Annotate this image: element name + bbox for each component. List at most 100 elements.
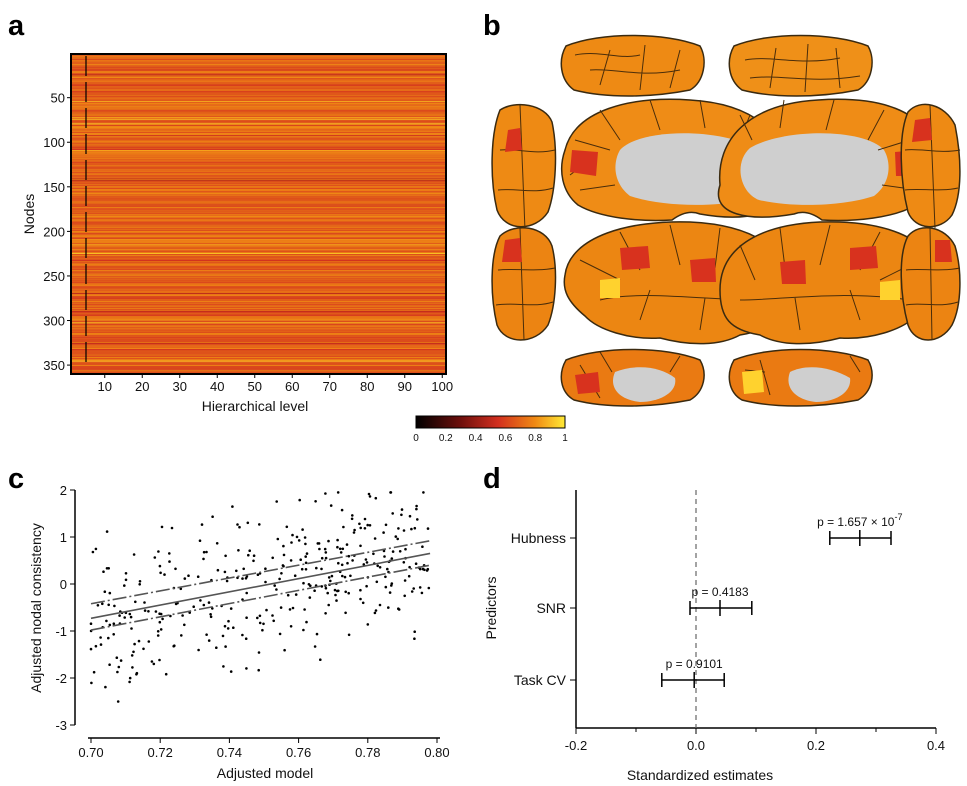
heatmap-row	[71, 122, 446, 124]
heatmap-row	[71, 232, 446, 234]
heatmap-row	[71, 62, 446, 64]
heatmap-row	[71, 230, 446, 233]
scatter-point	[403, 594, 407, 598]
heatmap-row	[71, 205, 446, 207]
heatmap-row	[71, 191, 446, 194]
heatmap-row	[71, 358, 446, 361]
forest-x-tick-label: 0.2	[807, 738, 825, 753]
heatmap-row	[71, 60, 446, 62]
scatter-point	[202, 557, 205, 561]
heatmap-row	[71, 69, 446, 71]
scatter-point	[413, 637, 416, 640]
panel-c-scatter: 0.70 0.72 0.74 0.76 0.78 0.80 2 1 0 -1 -2 -3 Adjus…	[28, 483, 450, 781]
heatmap-row	[71, 214, 446, 217]
heatmap-row	[71, 113, 446, 115]
scatter-point	[319, 658, 322, 661]
scatter-point	[209, 615, 213, 619]
scatter-point	[257, 668, 261, 672]
heatmap-row	[71, 208, 446, 210]
scatter-point	[336, 491, 340, 494]
scatter-point	[223, 570, 227, 574]
scatter-point	[89, 622, 93, 625]
scatter-point	[400, 513, 403, 517]
heatmap-row	[71, 140, 446, 142]
forest-x-ticks: -0.2 0.0 0.2 0.4	[565, 728, 945, 753]
scatter-point	[347, 591, 351, 595]
heatmap-row	[71, 255, 446, 258]
panel-label-c: c	[8, 463, 24, 495]
scatter-x-tick-label: 0.78	[355, 745, 380, 760]
heatmap-row	[71, 235, 446, 237]
scatter-point	[280, 572, 283, 575]
forest-p-value: p = 0.9101	[666, 657, 723, 671]
scatter-point	[135, 673, 138, 676]
scatter-point	[143, 601, 146, 604]
heatmap-row	[71, 268, 446, 270]
scatter-point	[291, 533, 294, 537]
scatter-point	[391, 550, 395, 553]
scatter-point	[359, 544, 362, 548]
scatter-point	[215, 542, 219, 545]
heatmap-row	[71, 355, 446, 357]
scatter-point	[324, 556, 328, 560]
heatmap-row	[71, 289, 446, 291]
heatmap-row	[71, 351, 446, 354]
scatter-point	[209, 613, 212, 616]
heatmap-row	[71, 136, 446, 138]
heatmap-row	[71, 109, 446, 111]
scatter-point	[415, 504, 418, 508]
scatter-point	[278, 577, 281, 581]
heatmap-row	[71, 64, 446, 66]
scatter-point	[117, 665, 121, 669]
heatmap-row	[71, 353, 446, 355]
scatter-point	[207, 601, 211, 604]
heatmap-row	[71, 133, 446, 135]
heatmap-row	[71, 84, 446, 86]
scatter-point	[298, 498, 302, 502]
scatter-point	[275, 500, 279, 503]
heatmap-row	[71, 78, 446, 80]
scatter-point	[398, 550, 402, 553]
scatter-point	[202, 603, 206, 607]
scatter-point	[272, 619, 276, 623]
heatmap-row	[71, 297, 446, 299]
heatmap-row	[71, 302, 446, 305]
heatmap-row	[71, 327, 446, 330]
heatmap-x-tick-label: 60	[285, 379, 299, 394]
scatter-point	[278, 632, 282, 636]
scatter-point	[258, 621, 262, 625]
scatter-point	[235, 569, 238, 573]
scatter-point	[421, 545, 424, 548]
scatter-point	[265, 608, 268, 612]
scatter-point	[161, 617, 164, 621]
scatter-point	[275, 588, 278, 591]
forest-p-value-text: p = 0.9101	[666, 657, 723, 671]
heatmap-row	[71, 275, 446, 277]
heatmap-row	[71, 339, 446, 341]
forest-x-label: Standardized estimates	[627, 767, 773, 783]
scatter-point	[261, 628, 264, 632]
scatter-point	[143, 609, 147, 612]
scatter-point	[293, 574, 297, 577]
heatmap-y-tick-label: 50	[51, 91, 65, 106]
scatter-point	[158, 620, 162, 624]
heatmap-row	[71, 227, 446, 229]
heatmap-row	[71, 80, 446, 82]
scatter-point	[303, 608, 306, 611]
heatmap-row	[71, 254, 446, 256]
heatmap-row	[71, 146, 446, 148]
heatmap-x-ticks: 10 20 30 40 50 60 70 80 90 100	[98, 374, 453, 394]
scatter-point	[118, 614, 121, 617]
scatter-point	[123, 616, 126, 619]
heatmap-row	[71, 149, 446, 151]
scatter-point	[116, 700, 120, 703]
heatmap-row	[71, 331, 446, 333]
scatter-point	[368, 495, 372, 498]
colorbar-tick-label: 0.8	[528, 433, 542, 444]
scatter-point	[308, 596, 312, 599]
scatter-point	[329, 579, 332, 583]
scatter-point	[207, 639, 211, 642]
heatmap-row	[71, 335, 446, 338]
scatter-point	[223, 624, 227, 628]
heatmap-row	[71, 325, 446, 327]
